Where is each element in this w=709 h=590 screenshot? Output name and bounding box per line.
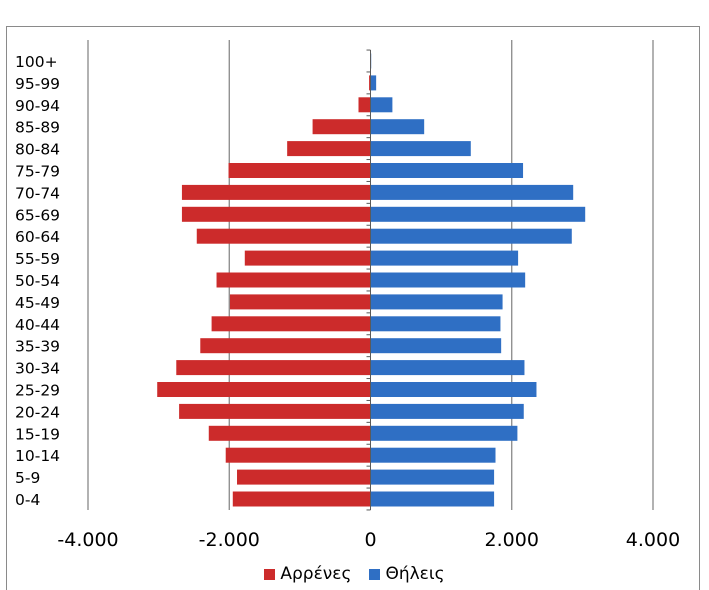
bar-male-35-39 (200, 338, 371, 354)
age-label-5-9: 5-9 (15, 469, 40, 487)
bar-male-60-64 (196, 228, 371, 244)
age-label-95-99: 95-99 (15, 75, 60, 93)
age-label-65-69: 65-69 (15, 206, 60, 224)
chart-legend: Αρρένες Θήλεις (0, 560, 709, 588)
bar-female-50-54 (370, 272, 526, 288)
bar-male-40-44 (211, 316, 371, 332)
bar-male-10-14 (225, 447, 371, 463)
x-tick-label-4: 4.000 (626, 529, 680, 551)
legend-swatch-female (369, 568, 381, 580)
bar-male-15-19 (208, 425, 371, 441)
bar-female-25-29 (370, 382, 537, 397)
bar-female-0-4 (370, 491, 495, 507)
legend-item-male: Αρρένες (264, 564, 351, 584)
bar-male-0-4 (232, 491, 371, 507)
x-tick-label-2: 0 (364, 529, 376, 551)
bar-female-80-84 (370, 141, 471, 157)
bar-female-30-34 (370, 360, 525, 376)
age-label-85-89: 85-89 (15, 119, 60, 137)
age-label-100+: 100+ (15, 53, 58, 71)
age-label-80-84: 80-84 (15, 141, 60, 159)
age-label-60-64: 60-64 (15, 228, 60, 246)
bar-female-20-24 (370, 403, 524, 419)
bar-female-65-69 (370, 206, 586, 222)
legend-label-male: Αρρένες (280, 564, 352, 584)
x-tick-label-3: 2.000 (485, 529, 539, 551)
bar-female-60-64 (370, 228, 572, 244)
legend-swatch-male (264, 568, 276, 580)
bar-male-80-84 (287, 141, 371, 157)
age-label-0-4: 0-4 (15, 491, 40, 509)
bar-male-55-59 (244, 250, 371, 266)
bar-male-65-69 (181, 206, 371, 222)
bar-female-70-74 (370, 184, 574, 200)
x-tick-label-1: -2.000 (199, 529, 260, 551)
bar-male-85-89 (312, 119, 371, 135)
bar-female-95-99 (370, 75, 377, 91)
age-label-90-94: 90-94 (15, 97, 60, 115)
bar-male-45-49 (229, 294, 371, 310)
bar-female-35-39 (370, 338, 502, 354)
age-label-50-54: 50-54 (15, 272, 60, 290)
bar-male-25-29 (157, 382, 371, 397)
age-label-30-34: 30-34 (15, 360, 60, 378)
bar-male-30-34 (176, 360, 371, 376)
age-label-10-14: 10-14 (15, 447, 60, 465)
bar-male-70-74 (181, 184, 371, 200)
age-label-70-74: 70-74 (15, 184, 60, 202)
age-label-15-19: 15-19 (15, 425, 60, 443)
age-label-25-29: 25-29 (15, 382, 60, 400)
bar-male-50-54 (216, 272, 371, 288)
age-label-20-24: 20-24 (15, 403, 60, 421)
legend-item-female: Θήλεις (369, 564, 445, 584)
age-label-40-44: 40-44 (15, 316, 60, 334)
bar-female-85-89 (370, 119, 425, 135)
bar-female-10-14 (370, 447, 496, 463)
bar-female-45-49 (370, 294, 503, 310)
bar-male-20-24 (179, 403, 371, 419)
bar-female-40-44 (370, 316, 501, 332)
bar-male-90-94 (358, 97, 371, 113)
legend-label-female: Θήλεις (385, 564, 445, 584)
bar-female-5-9 (370, 469, 495, 485)
bar-female-55-59 (370, 250, 519, 266)
bar-male-95-99 (369, 75, 371, 91)
x-tick-label-0: -4.000 (57, 529, 118, 551)
age-label-35-39: 35-39 (15, 338, 60, 356)
age-label-55-59: 55-59 (15, 250, 60, 268)
bar-male-5-9 (237, 469, 371, 485)
bar-female-75-79 (370, 163, 524, 178)
bar-female-90-94 (370, 97, 393, 113)
bar-male-75-79 (228, 163, 371, 178)
age-label-45-49: 45-49 (15, 294, 60, 312)
bar-female-15-19 (370, 425, 518, 441)
age-label-75-79: 75-79 (15, 163, 60, 181)
